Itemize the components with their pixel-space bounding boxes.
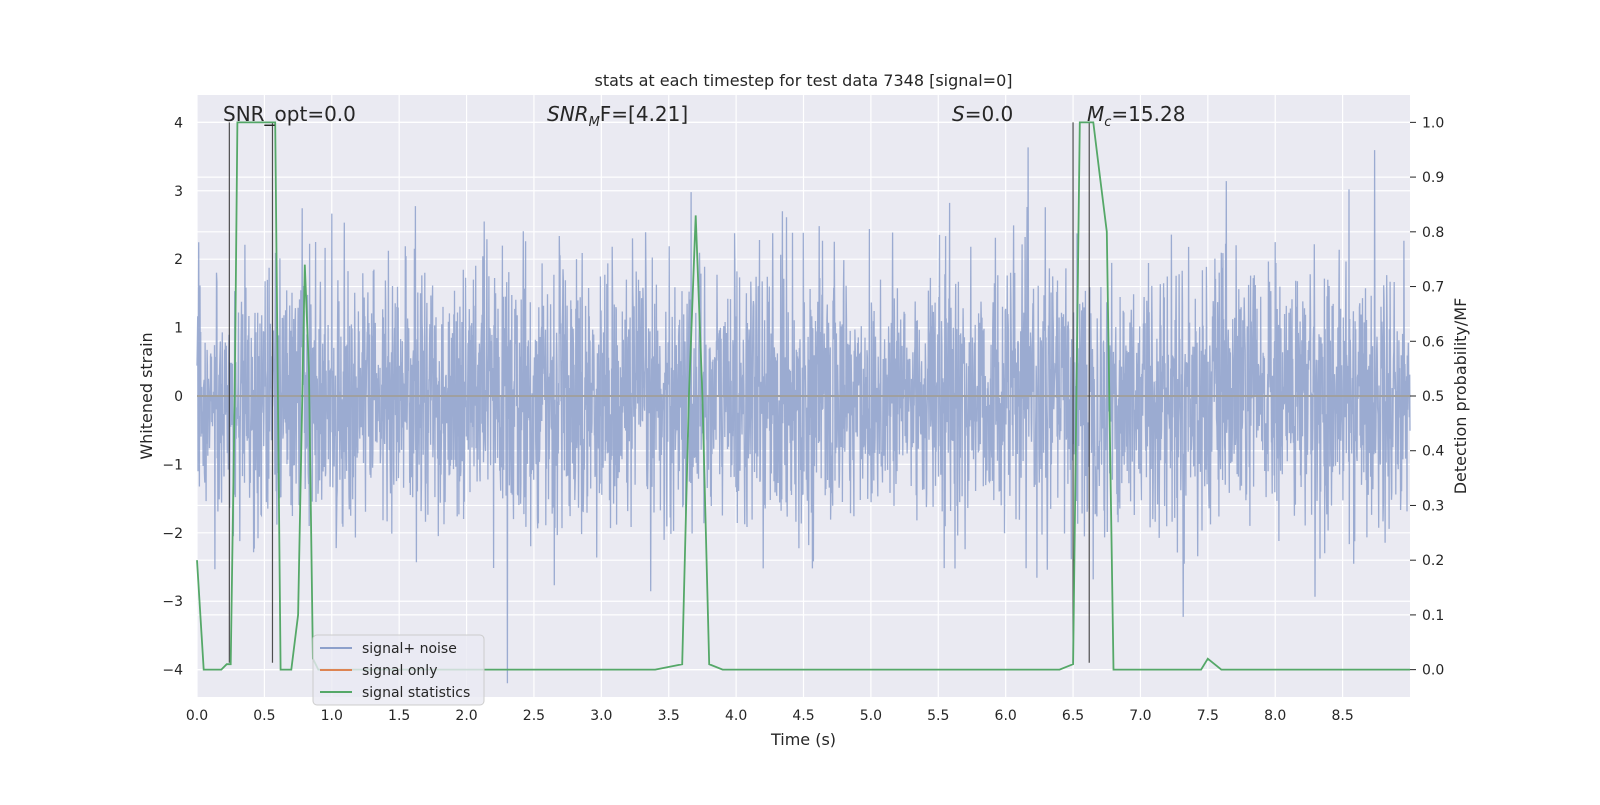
x-tick-label: 6.0 [995,708,1017,724]
x-tick-label: 7.0 [1129,708,1151,724]
x-tick-label: 4.0 [725,708,747,724]
y-axis-label-right: Detection probability/MF [1451,298,1470,495]
y-tick-label-right: 0.9 [1422,170,1444,186]
vertical-markers [228,122,1090,663]
legend-label: signal only [362,663,437,679]
y-tick-label-right: 0.3 [1422,498,1444,514]
x-tick-label: 1.5 [388,708,410,724]
annotation-snr-mf-prefix: SNR [547,102,589,126]
y-tick-label-left: −2 [162,526,183,542]
y-tick-label-left: −3 [162,594,183,610]
series-signal-statistics [196,121,1410,671]
y-tick-label-right: 0.8 [1422,225,1444,241]
chart-title: stats at each timestep for test data 734… [594,71,1012,90]
series-signal-noise [196,147,1411,684]
annotation-s: S=0.0 [952,102,1013,126]
annotation-mc-value: =15.28 [1111,102,1185,126]
y-tick-label-right: 0.6 [1422,334,1444,350]
y-tick-label-right: 0.1 [1422,608,1444,624]
noise-trace [196,147,1411,684]
annotation-snr-mf-sub: M [589,115,600,130]
annotation-s-value: =0.0 [965,102,1014,126]
x-tick-label: 2.0 [455,708,477,724]
annotation-mc-label: M [1087,102,1104,126]
legend-items: signal+ noise signal only signal statistic… [320,641,470,701]
y-tick-label-right: 0.5 [1422,389,1444,405]
annotation-mc: Mc=15.28 [1087,102,1185,130]
y-tick-label-left: 1 [174,321,183,337]
y-tick-label-left: 4 [174,115,183,131]
y-tick-label-left: 0 [174,389,183,405]
legend-box [312,634,485,706]
y-tick-label-left: −4 [162,663,183,679]
annotation-snr-mf: SNRMF=[4.21] [547,102,688,130]
y-tick-label-right: 1.0 [1422,115,1444,131]
y-tick-label-right: 0.0 [1422,663,1444,679]
y-axis-label-left: Whitened strain [137,332,156,459]
x-tick-label: 3.0 [590,708,612,724]
annotation-s-label: S [952,102,965,126]
axis-ticks: 0.0 0.5 1.0 1.5 2.0 2.5 3.0 3.5 4.0 4.5 5.0 5.5 6.0 6… [162,115,1444,724]
legend: signal+ noise signal only signal statistic… [312,634,485,706]
x-tick-label: 5.0 [860,708,882,724]
x-axis-label: Time (s) [770,730,836,749]
y-tick-label-right: 0.2 [1422,553,1444,569]
x-tick-label: 1.0 [321,708,343,724]
annotation-snr-opt: SNR_opt=0.0 [223,102,356,126]
x-tick-label: 8.0 [1264,708,1286,724]
annotation-mc-sub: c [1104,115,1111,130]
x-tick-label: 0.0 [186,708,208,724]
x-tick-label: 4.5 [792,708,814,724]
x-tick-label: 3.5 [658,708,680,724]
legend-label: signal statistics [362,685,470,701]
legend-label: signal+ noise [362,641,457,657]
annotation-snr-mf-suffix: F=[4.21] [600,102,688,126]
y-tick-label-right: 0.4 [1422,444,1444,460]
y-tick-label-left: 3 [174,184,183,200]
x-tick-label: 8.5 [1331,708,1353,724]
x-tick-label: 2.5 [523,708,545,724]
x-tick-label: 6.5 [1062,708,1084,724]
x-tick-label: 0.5 [253,708,275,724]
y-tick-label-left: 2 [174,252,183,268]
stats-trace [196,121,1410,671]
x-tick-label: 5.5 [927,708,949,724]
y-tick-label-left: −1 [162,457,183,473]
x-tick-label: 7.5 [1197,708,1219,724]
y-tick-label-right: 0.7 [1422,280,1444,296]
